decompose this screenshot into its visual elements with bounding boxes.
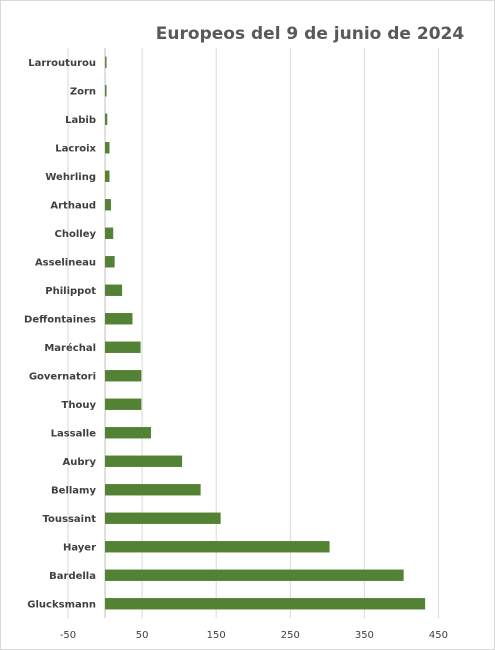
bar (105, 512, 221, 524)
bar (105, 569, 404, 581)
category-label: Toussaint (43, 514, 97, 525)
bar (105, 455, 183, 467)
bar (105, 598, 426, 610)
category-label: Bardella (49, 571, 96, 582)
bar (105, 256, 115, 268)
category-label: Arthaud (50, 200, 96, 211)
x-tick-label: 450 (429, 630, 448, 641)
category-label: Maréchal (44, 342, 96, 354)
bar (105, 370, 142, 382)
x-tick-label: 150 (207, 630, 226, 641)
category-label: Governatori (29, 371, 96, 382)
category-label: Larrouturou (28, 58, 96, 69)
category-label: Glucksmann (27, 599, 96, 610)
category-label: Philippot (45, 286, 96, 297)
category-label: Hayer (63, 542, 96, 553)
bar (105, 427, 151, 439)
category-label: Cholley (55, 229, 97, 240)
category-label: Aubry (63, 457, 97, 468)
bar (105, 398, 142, 410)
x-tick-label: -50 (60, 630, 76, 641)
bar (105, 142, 110, 154)
bar (105, 56, 107, 68)
bar (105, 85, 107, 97)
category-label: Thouy (62, 400, 97, 411)
bar (105, 313, 133, 325)
bar (105, 170, 110, 182)
category-label: Labib (65, 115, 96, 126)
x-tick-label: 50 (136, 630, 149, 641)
bar (105, 227, 114, 239)
bar (105, 284, 123, 296)
category-label: Lassalle (51, 428, 97, 439)
category-label: Wehrling (45, 172, 96, 183)
chart-title: Europeos del 9 de junio de 2024 (155, 24, 465, 44)
bar (105, 484, 201, 496)
x-tick-label: 350 (355, 630, 374, 641)
category-label: Deffontaines (24, 314, 96, 325)
x-tick-label: 250 (281, 630, 300, 641)
category-label: Zorn (70, 86, 96, 97)
category-label: Bellamy (51, 485, 96, 496)
bar (105, 341, 141, 353)
category-label: Lacroix (55, 143, 96, 154)
bar (105, 541, 330, 553)
bar (105, 199, 111, 211)
bar (105, 113, 108, 125)
category-label: Asselineau (35, 257, 96, 268)
